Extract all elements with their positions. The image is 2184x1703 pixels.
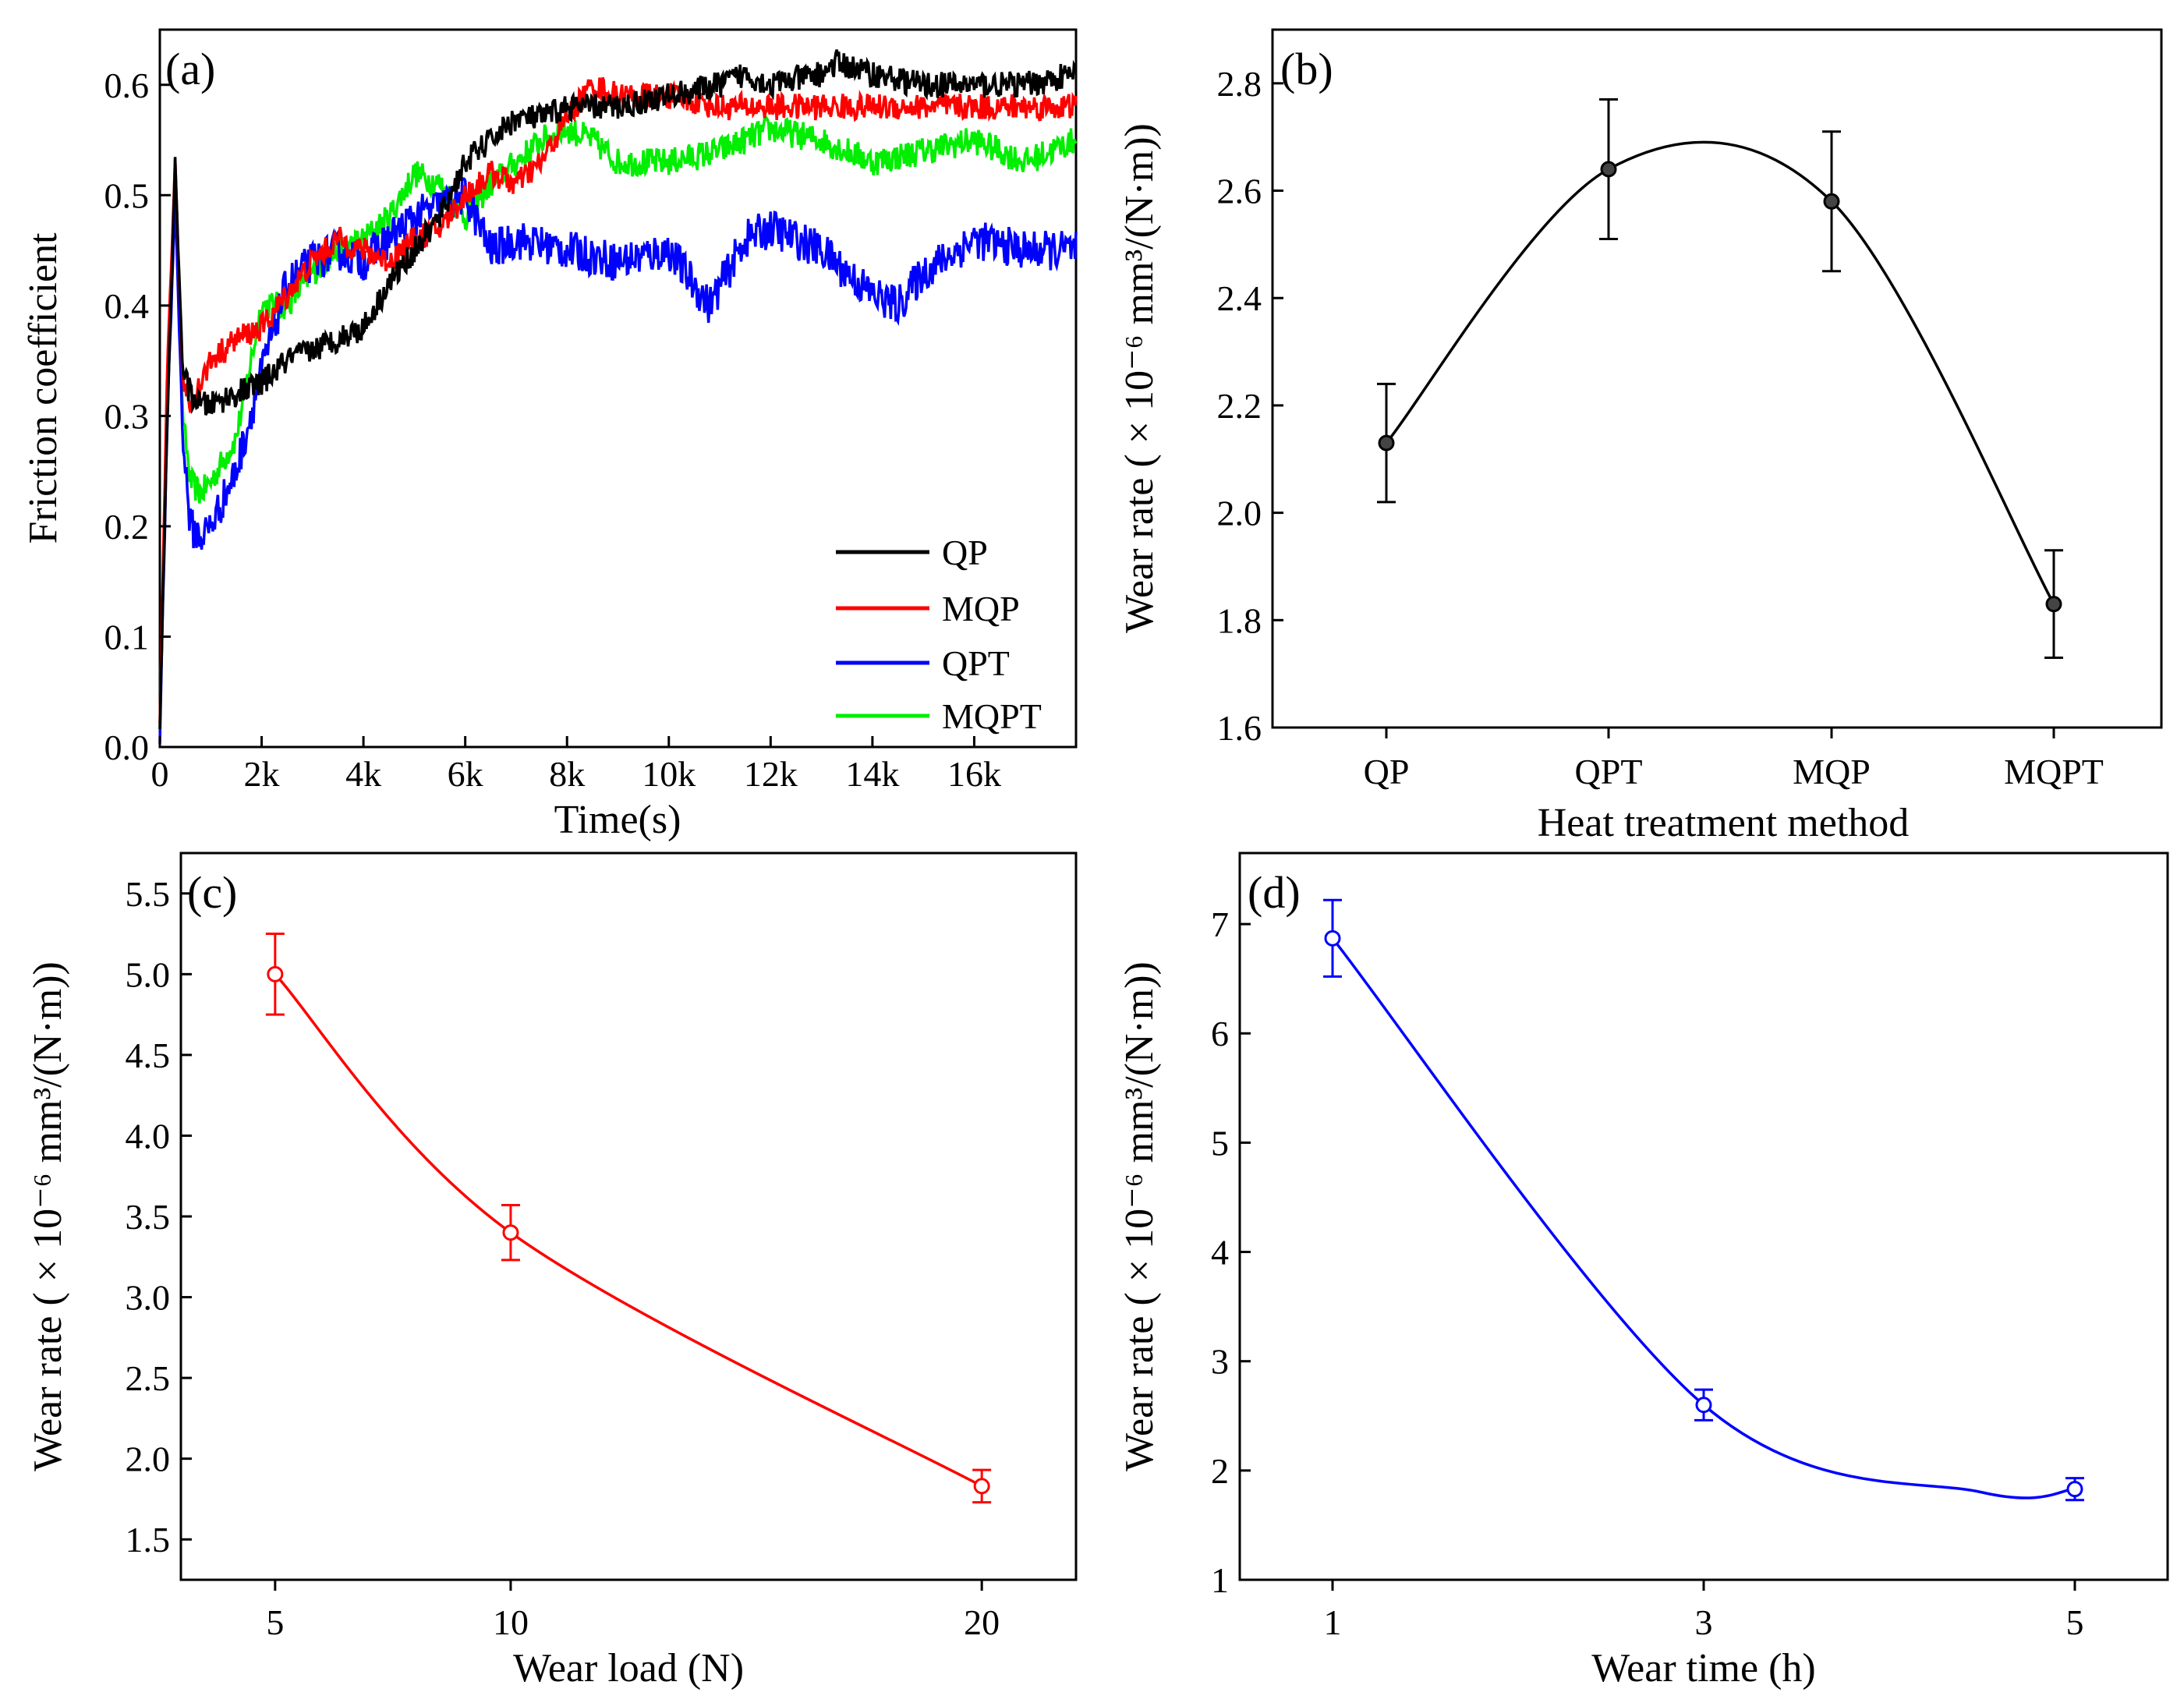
panel-d-x-tick-label: 1 [1324, 1602, 1342, 1642]
panel-c-y-tick-label: 5.0 [126, 954, 171, 994]
panel-a-series-group [158, 49, 1078, 744]
panel-b-x-tick-label: QPT [1575, 752, 1643, 791]
panel-a-y-tick-label: 0.3 [104, 396, 150, 436]
panel-b-y-tick-label: 2.2 [1217, 386, 1262, 426]
panel-b-y-tick-label: 2.0 [1217, 494, 1262, 533]
panel-b-data-point [1823, 193, 1840, 210]
panel-b-y-tick-label: 2.4 [1217, 278, 1262, 318]
panel-d-y-axis-label: Wear rate ( × 10⁻⁶ mm³/(N·m)) [1117, 961, 1162, 1471]
panel-b-curve [1385, 140, 2055, 605]
panel-a-y-tick-label: 0.6 [104, 66, 150, 105]
panel-a-y-tick-label: 0.0 [104, 728, 150, 767]
panel-a-y-tick-label: 0.2 [104, 507, 150, 547]
panel-b-marks-group: QP QPT MQP MQPT 1.6 1.8 2.0 2.2 2.4 2.6 2.8 [1217, 64, 2104, 791]
panel-d-y-tick-label: 3 [1211, 1342, 1229, 1382]
panel-c-y-tick-label: 2.0 [126, 1439, 171, 1479]
panel-a-legend: QP MQP QPT MQPT [836, 533, 1042, 736]
panel-c-y-tick-label: 1.5 [126, 1520, 171, 1560]
panel-b-data-point [1378, 434, 1395, 451]
panel-d-y-tick-label: 4 [1211, 1233, 1229, 1273]
panel-b-y-tick-label: 2.6 [1217, 172, 1262, 211]
panel-c-y-axis-label: Wear rate ( × 10⁻⁶ mm³/(N·m)) [26, 961, 70, 1471]
panel-c-x-axis-label: Wear load (N) [513, 1646, 744, 1691]
panel-c-y-tick-label: 4.5 [126, 1036, 171, 1075]
panel-c-y-tick-label: 3.0 [126, 1278, 171, 1318]
panel-c-x-tick-label: 10 [493, 1602, 529, 1642]
legend-label-mqpt: MQPT [942, 696, 1042, 736]
panel-d-label: (d) [1248, 867, 1301, 918]
series-line-qp [158, 49, 1078, 729]
panel-b-y-axis-label: Wear rate ( × 10⁻⁶ mm³/(N·m)) [1117, 123, 1162, 633]
panel-b-x-tick-label: MQPT [2004, 752, 2104, 791]
panel-c-y-tick-label: 3.5 [126, 1197, 171, 1237]
panel-a-label: (a) [165, 44, 215, 94]
panel-c-data-point [973, 1478, 990, 1495]
panel-d-y-tick-label: 2 [1211, 1451, 1229, 1491]
panel-d-y-tick-label: 6 [1211, 1014, 1229, 1053]
panel-c-curve [274, 973, 982, 1488]
panel-a-x-tick-label: 2k [244, 754, 280, 794]
panel-d-data-point [2066, 1481, 2083, 1498]
panel-a-x-tick-label: 8k [549, 754, 585, 794]
panel-c-data-point [267, 965, 284, 982]
panel-b-y-tick-label: 2.8 [1217, 64, 1262, 104]
panel-d-plot-area [1238, 852, 2169, 1581]
panel-b-data-point [1600, 161, 1617, 178]
panel-d-curve [1331, 937, 2076, 1499]
panel-d-marks-group: 1 3 5 1 2 3 4 5 6 7 [1211, 898, 2084, 1642]
panel-a-y-tick-label: 0.5 [104, 175, 150, 215]
panel-a: 0 2k 4k 6k 8k 10k 12k 14k 16k 0.0 0.1 0.2 0.3 0.4 0.5 0… [21, 28, 1078, 842]
panel-d-data-point [1324, 929, 1341, 947]
panel-a-plot-area [158, 28, 1078, 749]
panel-d-x-axis-label: Wear time (h) [1591, 1646, 1815, 1691]
panel-d-y-tick-label: 5 [1211, 1123, 1229, 1163]
panel-b-data-point [2045, 596, 2062, 613]
panel-d-x-tick-label: 3 [1695, 1602, 1713, 1642]
legend-label-qpt: QPT [942, 643, 1010, 683]
panel-d-y-tick-label: 1 [1211, 1560, 1229, 1600]
panel-a-y-tick-label: 0.1 [104, 617, 150, 657]
series-line-qpt [158, 177, 1078, 744]
panel-c-x-tick-label: 20 [964, 1602, 1000, 1642]
panel-a-y-tick-label: 0.4 [104, 286, 150, 326]
panel-d-data-point [1695, 1397, 1712, 1414]
panel-a-ticks-group: 0 2k 4k 6k 8k 10k 12k 14k 16k 0.0 0.1 0.2 0.3 0.4 0.5 0… [104, 66, 1001, 794]
panel-a-x-tick-label: 10k [642, 754, 696, 794]
panel-a-x-tick-label: 6k [448, 754, 483, 794]
panel-c-y-tick-label: 4.0 [126, 1116, 171, 1156]
panel-c-y-tick-label: 5.5 [126, 874, 171, 914]
panel-b-x-axis-label: Heat treatment method [1538, 801, 1909, 845]
panel-d-y-tick-label: 7 [1211, 905, 1229, 944]
panel-c-marks-group: 5 10 20 1.5 2.0 2.5 3.0 3.5 4.0 4.5 5.0 5.5 [126, 874, 1000, 1642]
panel-a-x-tick-label: 4k [345, 754, 381, 794]
panel-b-y-tick-label: 1.6 [1217, 708, 1262, 748]
panel-b: QP QPT MQP MQPT 1.6 1.8 2.0 2.2 2.4 2.6 2.8 (b) He… [1117, 28, 2163, 845]
panel-c: 5 10 20 1.5 2.0 2.5 3.0 3.5 4.0 4.5 5.0 5.5 (c) Wea… [26, 852, 1078, 1691]
panel-c-label: (c) [187, 867, 237, 918]
panel-b-x-tick-label: MQP [1793, 752, 1871, 791]
legend-label-mqp: MQP [942, 589, 1020, 628]
panel-b-label: (b) [1280, 44, 1333, 94]
panel-c-data-point [502, 1224, 519, 1241]
panel-b-x-tick-label: QP [1364, 752, 1410, 791]
panel-c-x-tick-label: 5 [266, 1602, 284, 1642]
legend-label-qp: QP [942, 533, 988, 572]
panel-a-y-axis-label: Friction coefficient [21, 232, 65, 544]
panel-b-plot-area [1271, 28, 2163, 729]
panel-a-x-tick-label: 14k [845, 754, 899, 794]
panel-c-plot-area [179, 852, 1078, 1581]
series-line-mqpt [158, 115, 1078, 730]
panel-a-x-tick-label: 12k [744, 754, 798, 794]
panel-d: 1 3 5 1 2 3 4 5 6 7 (d) Wear time (h) Wear rate (… [1117, 852, 2169, 1691]
panel-a-x-tick-label: 0 [151, 754, 169, 794]
panel-b-y-tick-label: 1.8 [1217, 600, 1262, 640]
panel-c-y-tick-label: 2.5 [126, 1358, 171, 1398]
panel-d-x-tick-label: 5 [2066, 1602, 2084, 1642]
panel-a-x-axis-label: Time(s) [554, 798, 681, 842]
panel-a-x-tick-label: 16k [947, 754, 1001, 794]
